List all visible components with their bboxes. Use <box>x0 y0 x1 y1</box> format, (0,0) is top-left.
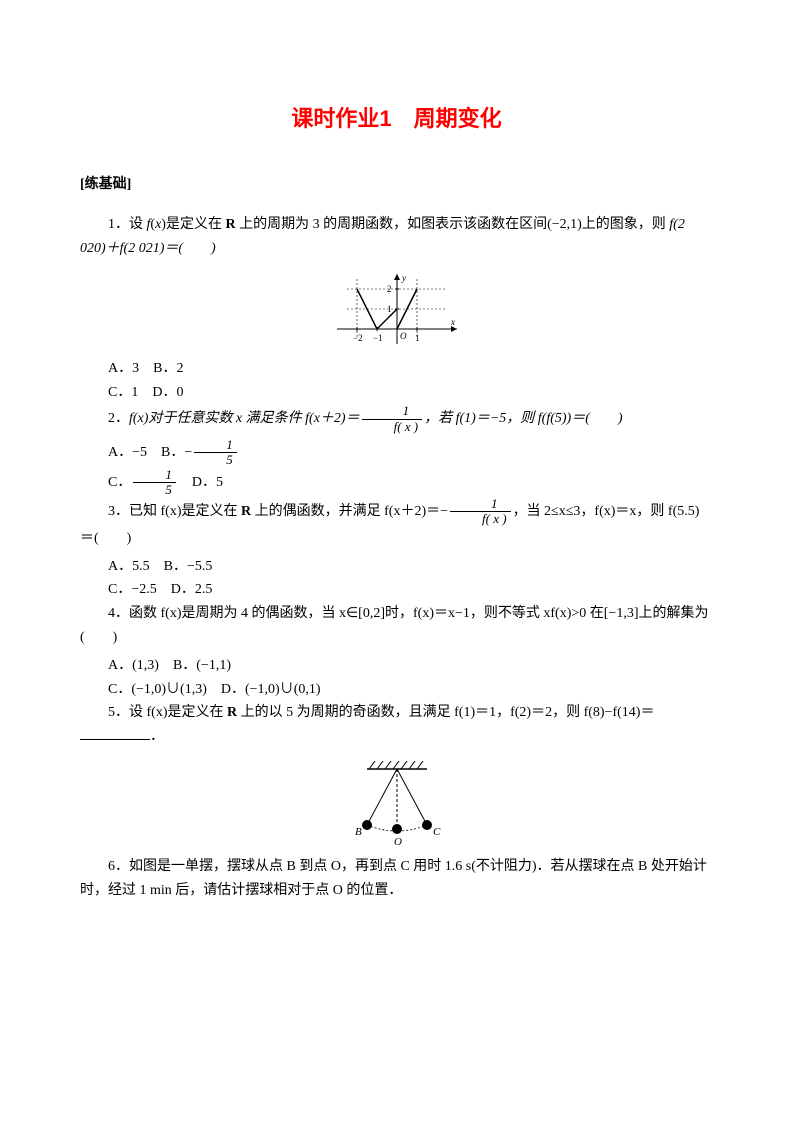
q2-options-row1: A．−5 B．−15 <box>80 438 713 468</box>
q5-stem-b: 上的以 5 为周期的奇函数，且满足 f(1)＝1，f(2)＝2，则 f(8)−f… <box>237 705 654 720</box>
q2-num: 2． <box>108 411 129 426</box>
q2-optC-den: 5 <box>133 483 176 497</box>
q4-optB: B．(−1,1) <box>173 658 231 673</box>
q3-optA: A．5.5 <box>108 559 150 574</box>
q3-stem-a: 已知 f(x)是定义在 <box>129 504 241 519</box>
q3-frac-den: f( x ) <box>450 512 511 526</box>
q1-options-row1: A．3 B．2 <box>80 357 713 381</box>
q4-options-row2: C．(−1,0)∪(1,3) D．(−1,0)∪(0,1) <box>80 678 713 702</box>
q4-num: 4． <box>108 606 129 621</box>
q1-optC: C．1 <box>108 385 138 400</box>
q4-stem: 函数 f(x)是周期为 4 的偶函数，当 x∈[0,2]时，f(x)＝x−1，则… <box>80 606 709 645</box>
q6-stem: 如图是一单摆，摆球从点 B 到点 O，再到点 C 用时 1.6 s(不计阻力)．… <box>80 859 707 898</box>
q1-R: R <box>225 217 235 232</box>
q2-optC-pre: C． <box>108 475 131 490</box>
q3-optC: C．−2.5 <box>108 582 157 597</box>
q6-label-O: O <box>394 836 402 847</box>
q2-optD: D．5 <box>192 475 223 490</box>
q6-figure: B O C <box>80 757 713 847</box>
q2-stem-a: f(x)对于任意实数 x 满足条件 f(x＋2)＝ <box>129 411 360 426</box>
q2-optB-num: 1 <box>194 438 237 453</box>
q3-num: 3． <box>108 504 129 519</box>
q2-optA: A．−5 <box>108 445 147 460</box>
q1-stem-a: 设 <box>129 217 147 232</box>
q5-blank <box>80 726 150 740</box>
q5-R: R <box>227 705 237 720</box>
q6-label-C: C <box>433 826 441 838</box>
q3-stem-b: 上的偶函数，并满足 f(x＋2)＝− <box>251 504 448 519</box>
q4-optC: C．(−1,0)∪(1,3) <box>108 682 207 697</box>
svg-text:2: 2 <box>387 284 392 294</box>
q3-optB: B．−5.5 <box>164 559 213 574</box>
question-6: 6．如图是一单摆，摆球从点 B 到点 O，再到点 C 用时 1.6 s(不计阻力… <box>80 855 713 903</box>
q5-period: ． <box>150 729 164 744</box>
svg-text:x: x <box>450 317 455 327</box>
q2-options-row2: C．15 D．5 <box>80 468 713 498</box>
q3-optD: D．2.5 <box>171 582 213 597</box>
q1-stem-d: 上的周期为 3 的周期函数，如图表示该函数在区间(−2,1)上的图象，则 <box>236 217 670 232</box>
q1-options-row2: C．1 D．0 <box>80 381 713 405</box>
q3-options-row2: C．−2.5 D．2.5 <box>80 578 713 602</box>
q3-frac-num: 1 <box>450 497 511 512</box>
q2-stem-b: ，若 f(1)＝−5，则 f(f(5))＝( ) <box>424 411 622 426</box>
section-header: [练基础] <box>80 173 713 197</box>
q5-num: 5． <box>108 705 129 720</box>
question-1: 1．设 f(x)是定义在 R 上的周期为 3 的周期函数，如图表示该函数在区间(… <box>80 213 713 261</box>
q3-R: R <box>241 504 251 519</box>
q2-optB-pre: B．− <box>161 445 192 460</box>
question-2: 2．f(x)对于任意实数 x 满足条件 f(x＋2)＝1f( x )，若 f(1… <box>80 404 713 434</box>
svg-text:1: 1 <box>387 304 392 314</box>
q1-rp: )是定义在 <box>161 217 225 232</box>
q6-label-B: B <box>355 826 362 838</box>
q4-optA: A．(1,3) <box>108 658 159 673</box>
svg-text:−2: −2 <box>353 333 363 343</box>
q2-frac-den: f( x ) <box>362 420 423 434</box>
q6-num: 6． <box>108 859 129 874</box>
question-4: 4．函数 f(x)是周期为 4 的偶函数，当 x∈[0,2]时，f(x)＝x−1… <box>80 602 713 650</box>
q3-options-row1: A．5.5 B．−5.5 <box>80 555 713 579</box>
svg-text:1: 1 <box>415 333 420 343</box>
q1-figure: −2 −1 O 1 1 2 x y <box>80 269 713 349</box>
q2-optB-den: 5 <box>194 453 237 467</box>
q2-optC-frac: 15 <box>133 468 176 498</box>
q2-frac: 1f( x ) <box>362 404 423 434</box>
q2-frac-num: 1 <box>362 404 423 419</box>
q1-optB: B．2 <box>153 361 183 376</box>
question-3: 3．已知 f(x)是定义在 R 上的偶函数，并满足 f(x＋2)＝−1f( x … <box>80 497 713 550</box>
page-title: 课时作业1 周期变化 <box>80 100 713 137</box>
svg-text:O: O <box>400 331 407 341</box>
q4-options-row1: A．(1,3) B．(−1,1) <box>80 654 713 678</box>
q1-optD: D．0 <box>152 385 183 400</box>
q4-optD: D．(−1,0)∪(0,1) <box>221 682 321 697</box>
q2-optC-num: 1 <box>133 468 176 483</box>
q2-optB-frac: 15 <box>194 438 237 468</box>
question-5: 5．设 f(x)是定义在 R 上的以 5 为周期的奇函数，且满足 f(1)＝1，… <box>80 701 713 749</box>
svg-text:−1: −1 <box>373 333 383 343</box>
q1-num: 1． <box>108 217 129 232</box>
q1-optA: A．3 <box>108 361 139 376</box>
q5-stem-a: 设 f(x)是定义在 <box>129 705 227 720</box>
svg-text:y: y <box>401 273 406 283</box>
q3-frac: 1f( x ) <box>450 497 511 527</box>
